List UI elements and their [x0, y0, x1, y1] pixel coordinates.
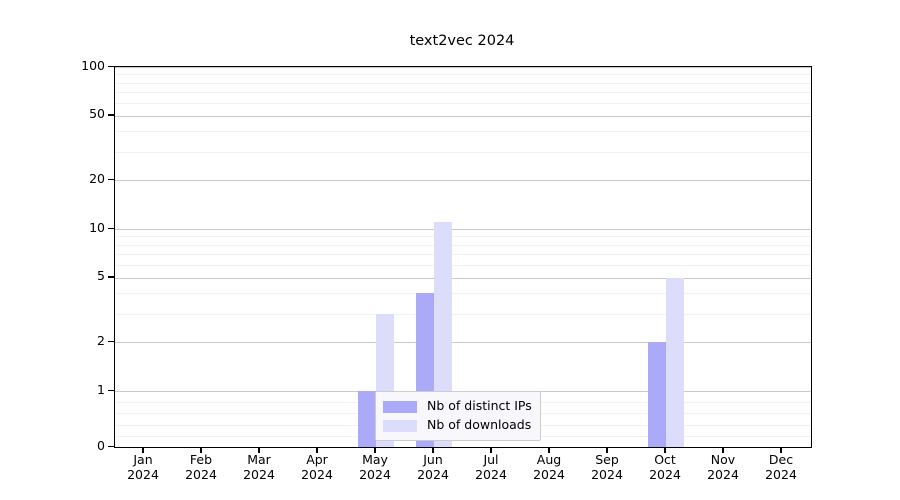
- x-tick-mark: [490, 447, 492, 453]
- y-tick-label: 20: [89, 170, 105, 186]
- x-tick-year: 2024: [417, 467, 449, 483]
- x-tick-year: 2024: [533, 467, 565, 483]
- x-tick-year: 2024: [475, 467, 507, 483]
- x-tick-mark: [200, 447, 202, 453]
- legend-swatch-icon: [383, 419, 417, 432]
- x-tick-year: 2024: [243, 467, 275, 483]
- legend-label: Nb of distinct IPs: [427, 398, 532, 414]
- y-tick-mark: [108, 445, 114, 447]
- x-tick-mark: [664, 447, 666, 453]
- x-tick-year: 2024: [127, 467, 159, 483]
- x-tick-mark: [722, 447, 724, 453]
- x-tick-mark: [548, 447, 550, 453]
- x-tick-mark: [142, 447, 144, 453]
- x-tick-month: Sep: [595, 452, 619, 467]
- gridline-minor: [115, 92, 811, 94]
- x-tick-mark: [780, 447, 782, 453]
- y-tick-label: 0: [97, 437, 105, 453]
- gridline-minor: [115, 244, 811, 246]
- x-tick-month: Jul: [483, 452, 499, 467]
- bar: [648, 342, 666, 447]
- y-tick-label: 50: [89, 106, 105, 122]
- x-tick-year: 2024: [591, 467, 623, 483]
- legend-swatch-icon: [383, 400, 417, 413]
- x-tick-month: May: [362, 452, 388, 467]
- gridline-minor: [115, 102, 811, 104]
- x-tick-label: Oct 2024: [630, 452, 700, 483]
- y-tick-mark: [108, 65, 114, 67]
- x-tick-label: Jul 2024: [456, 452, 526, 483]
- x-tick-label: Dec 2024: [746, 452, 816, 483]
- x-tick-mark: [432, 447, 434, 453]
- x-tick-label: Aug 2024: [514, 452, 584, 483]
- x-tick-label: Apr 2024: [282, 452, 352, 483]
- gridline-major: [115, 342, 811, 344]
- y-tick-mark: [108, 178, 114, 181]
- bar: [666, 277, 684, 447]
- x-tick-label: Jan 2024: [108, 452, 178, 483]
- x-tick-mark: [374, 447, 376, 453]
- y-tick-label: 2: [97, 332, 105, 348]
- y-tick-mark: [108, 276, 114, 278]
- chart-legend[interactable]: Nb of distinct IPs Nb of downloads: [375, 391, 541, 441]
- gridline-major: [115, 277, 811, 279]
- x-tick-year: 2024: [185, 467, 217, 483]
- legend-item[interactable]: Nb of downloads: [383, 416, 532, 435]
- x-tick-label: Nov 2024: [688, 452, 758, 483]
- gridline-minor: [115, 254, 811, 256]
- y-tick-mark: [108, 114, 114, 116]
- x-tick-month: Jan: [133, 452, 153, 467]
- gridline-minor: [115, 151, 811, 153]
- x-tick-year: 2024: [301, 467, 333, 483]
- x-tick-month: Feb: [189, 452, 213, 467]
- gridline-minor: [115, 131, 811, 133]
- x-tick-mark: [258, 447, 260, 453]
- x-tick-mark: [316, 447, 318, 453]
- x-tick-label: Jun 2024: [398, 452, 468, 483]
- x-tick-year: 2024: [359, 467, 391, 483]
- x-tick-label: Mar 2024: [224, 452, 294, 483]
- x-tick-year: 2024: [707, 467, 739, 483]
- x-tick-month: Mar: [247, 452, 271, 467]
- gridline-minor: [115, 74, 811, 76]
- y-tick-mark: [108, 227, 114, 229]
- x-tick-label: Feb 2024: [166, 452, 236, 483]
- chart-title: text2vec 2024: [409, 33, 515, 49]
- gridline-minor: [115, 293, 811, 295]
- plot-inner: [115, 67, 811, 447]
- plot-area: [114, 66, 812, 448]
- x-tick-month: Aug: [536, 452, 562, 467]
- x-tick-label: Sep 2024: [572, 452, 642, 483]
- y-tick-mark: [108, 389, 114, 391]
- x-tick-month: Apr: [306, 452, 328, 467]
- y-tick-label: 5: [97, 268, 105, 284]
- bar: [358, 391, 376, 447]
- gridline-minor: [115, 82, 811, 84]
- gridline-minor: [115, 236, 811, 238]
- gridline-minor: [115, 313, 811, 315]
- x-tick-mark: [606, 447, 608, 453]
- x-tick-month: Nov: [710, 452, 736, 467]
- x-tick-label: May 2024: [340, 452, 410, 483]
- gridline-major: [115, 180, 811, 182]
- y-tick-label: 100: [81, 57, 105, 73]
- legend-item[interactable]: Nb of distinct IPs: [383, 397, 532, 416]
- x-tick-month: Dec: [768, 452, 794, 467]
- bar: [434, 222, 452, 447]
- x-tick-month: Oct: [654, 452, 676, 467]
- y-tick-mark: [108, 340, 114, 343]
- x-tick-year: 2024: [649, 467, 681, 483]
- gridline-major: [115, 229, 811, 230]
- x-tick-month: Jun: [423, 452, 443, 467]
- gridline-major: [115, 67, 811, 68]
- gridline-minor: [115, 264, 811, 266]
- legend-label: Nb of downloads: [427, 417, 532, 433]
- y-tick-label: 10: [89, 219, 105, 235]
- y-tick-label: 1: [97, 381, 105, 397]
- x-tick-year: 2024: [765, 467, 797, 483]
- gridline-major: [115, 115, 811, 117]
